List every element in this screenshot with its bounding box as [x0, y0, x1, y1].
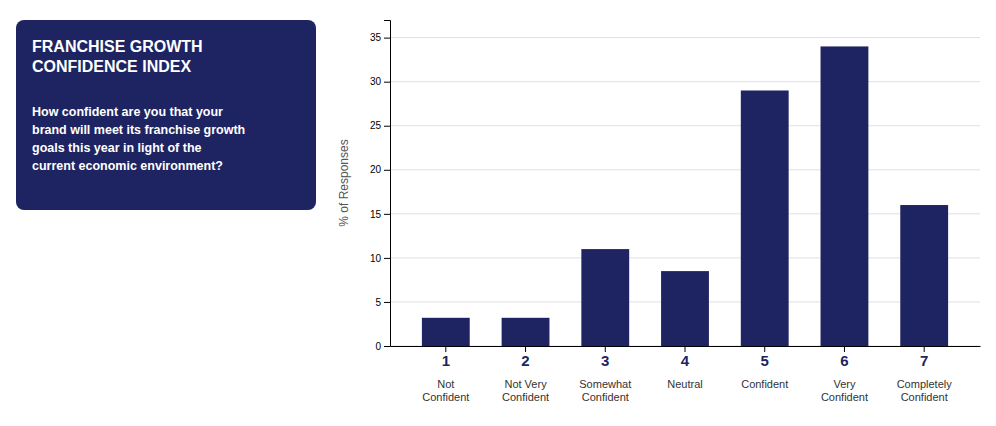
y-tick-label: 20: [370, 164, 382, 175]
x-sublabel: Not VeryConfident: [502, 378, 549, 403]
x-sublabel-line: Neutral: [667, 378, 702, 390]
y-tick: 10: [370, 253, 390, 264]
bar: [581, 249, 629, 346]
title-line: FRANCHISE GROWTH: [32, 38, 203, 55]
x-tick-label: 3: [601, 352, 609, 369]
x-sublabel: NotConfident: [422, 378, 469, 403]
grid-line: [390, 37, 980, 38]
y-axis: 0 5 10 15 20 25 30 35: [370, 21, 391, 352]
y-tick-mark: [384, 302, 390, 303]
x-sublabel-line: Very: [833, 378, 856, 390]
y-tick-mark: [384, 258, 390, 259]
x-tick: 6 VeryConfident: [821, 346, 868, 403]
x-sublabel: SomewhatConfident: [579, 378, 631, 403]
y-tick-mark: [384, 126, 390, 127]
x-sublabel-line: Confident: [821, 391, 868, 403]
x-sublabel: Neutral: [667, 378, 702, 390]
x-tick: 4 Neutral: [667, 346, 702, 390]
y-axis-label: % of Responses: [337, 139, 351, 226]
chart-svg: FRANCHISE GROWTH CONFIDENCE INDEX How conf…: [0, 0, 996, 426]
grid-line: [390, 81, 980, 82]
y-tick-label: 30: [370, 76, 382, 87]
x-tick: 7 CompletelyConfident: [897, 346, 953, 403]
x-tick-label: 2: [521, 352, 529, 369]
plot: 05101520253035% of Responses1NotConfiden…: [337, 21, 981, 404]
bar: [821, 46, 869, 346]
y-tick: 5: [375, 297, 390, 308]
y-axis-line: [384, 21, 391, 347]
x-tick-label: 6: [840, 352, 848, 369]
x-tick-label: 7: [920, 352, 928, 369]
bar: [741, 90, 789, 346]
title-panel-box: [16, 20, 316, 210]
bar: [502, 318, 550, 346]
x-tick-label: 5: [761, 352, 769, 369]
bar: [661, 271, 709, 346]
subtitle-line: brand will meet its franchise growth: [32, 123, 245, 137]
grid-line: [390, 213, 980, 214]
grid: [390, 38, 980, 346]
y-tick-mark: [384, 346, 390, 347]
subtitle: How confident are you that your brand wil…: [32, 105, 245, 173]
subtitle-line: current economic environment?: [32, 159, 223, 173]
y-tick-mark: [384, 38, 390, 39]
y-tick-mark: [384, 170, 390, 171]
x-sublabel-line: Confident: [582, 391, 629, 403]
y-tick-mark: [384, 82, 390, 83]
y-tick-label: 35: [370, 32, 382, 43]
x-tick-label: 4: [681, 352, 690, 369]
chart-container: FRANCHISE GROWTH CONFIDENCE INDEX How conf…: [0, 0, 996, 426]
x-tick: 5 Confident: [741, 346, 788, 390]
x-sublabel-line: Completely: [897, 378, 953, 390]
y-tick: 20: [370, 164, 390, 175]
y-tick: 0: [375, 341, 390, 352]
subtitle-line: How confident are you that your: [32, 105, 223, 119]
grid-line: [390, 125, 980, 126]
bar: [900, 205, 948, 346]
x-sublabel-line: Confident: [502, 391, 549, 403]
bar: [422, 318, 470, 346]
x-axis: 1NotConfident2Not VeryConfident3Somewhat…: [391, 346, 981, 403]
y-tick-label: 0: [375, 341, 381, 352]
x-sublabel: Confident: [741, 378, 788, 390]
y-tick-mark: [384, 214, 390, 215]
title-panel: FRANCHISE GROWTH CONFIDENCE INDEX How conf…: [16, 20, 316, 210]
title-line: CONFIDENCE INDEX: [32, 58, 191, 75]
y-tick: 15: [370, 209, 390, 220]
y-tick: 25: [370, 120, 390, 131]
x-sublabel: CompletelyConfident: [897, 378, 953, 403]
y-tick-label: 15: [370, 209, 382, 220]
x-tick: 1 NotConfident: [422, 346, 469, 403]
x-sublabel: VeryConfident: [821, 378, 868, 403]
x-sublabel-line: Not Very: [504, 378, 547, 390]
x-sublabel-line: Confident: [422, 391, 469, 403]
x-sublabel-line: Not: [437, 378, 454, 390]
grid-line: [390, 169, 980, 170]
y-tick-label: 10: [370, 253, 382, 264]
grid-line: [390, 257, 980, 258]
y-tick-label: 5: [375, 297, 381, 308]
y-tick: 35: [370, 32, 390, 43]
y-tick: 30: [370, 76, 390, 87]
x-sublabel-line: Confident: [901, 391, 948, 403]
x-tick-label: 1: [442, 352, 450, 369]
subtitle-line: goals this year in light of the: [32, 141, 202, 155]
x-sublabel-line: Somewhat: [579, 378, 631, 390]
title: FRANCHISE GROWTH CONFIDENCE INDEX: [32, 38, 203, 75]
bars: [422, 46, 948, 346]
x-tick: 3 SomewhatConfident: [579, 346, 631, 403]
x-sublabel-line: Confident: [741, 378, 788, 390]
x-tick: 2 Not VeryConfident: [502, 346, 549, 403]
y-tick-label: 25: [370, 120, 382, 131]
